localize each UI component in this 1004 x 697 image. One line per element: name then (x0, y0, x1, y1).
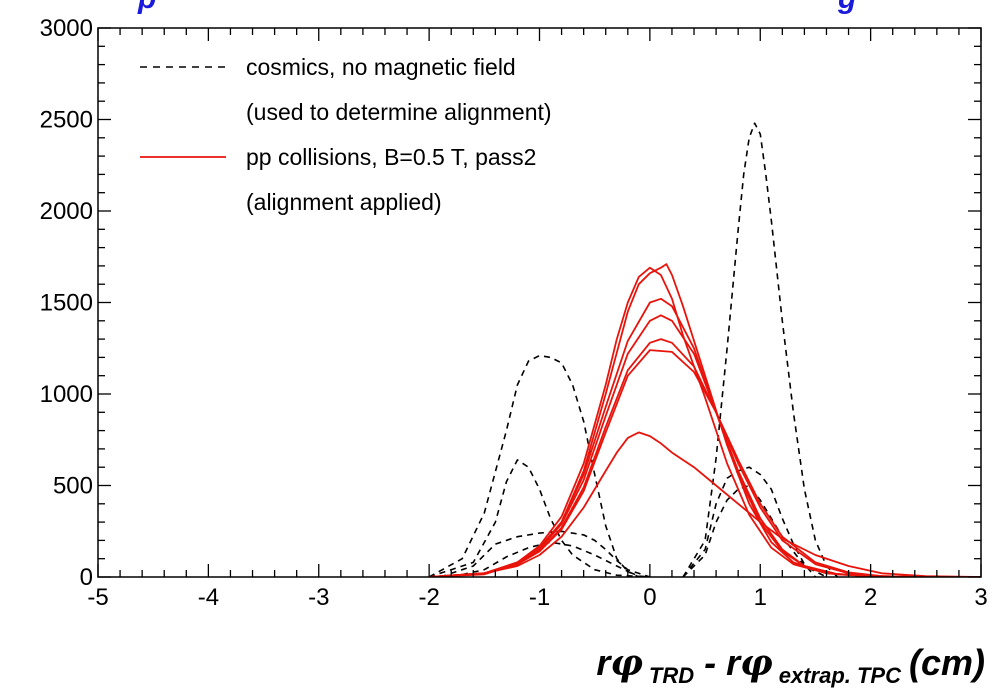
series-line-pp-7 (429, 266, 981, 577)
y-tick-label: 0 (80, 564, 93, 591)
x-label-phi1: φ (610, 642, 643, 684)
y-tick-label: 2500 (40, 107, 93, 134)
series-line-cosmics-4 (682, 122, 839, 577)
x-tick-label: -2 (418, 584, 439, 611)
x-label-minus-r: - r (704, 642, 742, 683)
y-tick-label: 3000 (40, 15, 93, 42)
y-tick-labels: 0 500 1000 1500 2000 2500 3000 (40, 15, 93, 591)
series-line-pp-8 (429, 263, 981, 577)
x-label-r1: r (596, 642, 612, 683)
x-axis-label: rφ TRD - rφ extrap. TPC (cm) (596, 642, 985, 688)
title-fragment-left: p (137, 0, 156, 15)
series-line-cosmics-6 (682, 484, 827, 577)
series-line-pp-12 (429, 349, 981, 577)
x-tick-label: -4 (198, 584, 219, 611)
chart-title: p g (137, 0, 856, 15)
x-label-unit: (cm) (909, 642, 985, 683)
x-tick-label: 1 (754, 584, 767, 611)
series-line-cosmics-0 (428, 354, 650, 577)
x-tick-label: 0 (643, 584, 656, 611)
x-tick-label: 3 (974, 584, 987, 611)
x-tick-labels: -5 -4 -3 -2 -1 0 1 2 3 (87, 584, 987, 611)
legend-entry-label: (used to determine alignment) (246, 99, 552, 125)
ticks-layer (97, 27, 982, 578)
series-line-cosmics-2 (439, 530, 651, 577)
y-tick-label: 2000 (40, 198, 93, 225)
y-tick-label: 1500 (40, 290, 93, 317)
series-line-cosmics-1 (428, 459, 650, 577)
legend: cosmics, no magnetic field (used to deter… (140, 54, 552, 215)
legend-entry-label: pp collisions, B=0.5 T, pass2 (246, 144, 536, 170)
title-fragment-right: g (837, 0, 856, 15)
x-label-sub-trd: TRD (649, 663, 694, 688)
series-layer (428, 122, 981, 577)
x-label-sub-tpc: extrap. TPC (779, 663, 902, 688)
series-line-pp-13 (429, 431, 981, 577)
legend-entry-label: cosmics, no magnetic field (246, 54, 516, 80)
series-line-cosmics-3 (451, 541, 640, 577)
x-label-phi2: φ (740, 642, 773, 684)
legend-entry-label: (alignment applied) (246, 189, 442, 215)
y-tick-label: 1000 (40, 381, 93, 408)
x-tick-label: 2 (864, 584, 877, 611)
x-tick-label: -3 (308, 584, 329, 611)
x-tick-label: -5 (87, 584, 108, 611)
y-tick-label: 500 (53, 473, 93, 500)
x-tick-label: -1 (529, 584, 550, 611)
